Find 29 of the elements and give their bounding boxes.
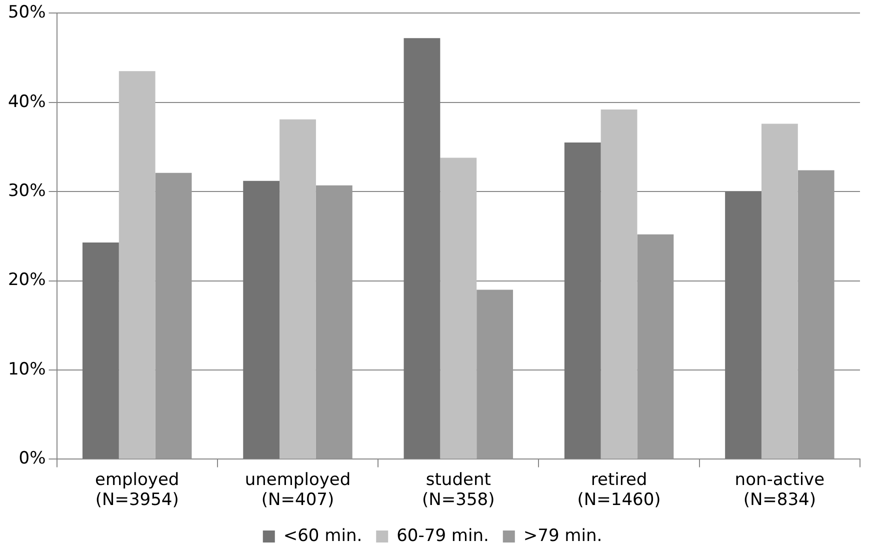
x-tick-label: employed (N=3954) xyxy=(94,470,180,510)
y-tick-label: 30% xyxy=(8,181,46,202)
bar xyxy=(637,234,674,459)
bar xyxy=(243,180,280,459)
bar xyxy=(476,290,514,459)
x-tick-label: student (N=358) xyxy=(422,470,495,510)
bar xyxy=(118,71,156,459)
bar xyxy=(564,142,601,459)
bar xyxy=(404,38,440,459)
legend-label: <60 min. xyxy=(283,526,362,546)
y-tick-label: 10% xyxy=(8,359,46,380)
bar xyxy=(798,170,834,459)
bar xyxy=(761,124,798,459)
x-tick-label: retired (N=1460) xyxy=(577,470,661,510)
bar xyxy=(155,172,192,459)
bar xyxy=(280,119,316,459)
y-tick-label: 0% xyxy=(18,448,46,469)
legend-label: >79 min. xyxy=(523,526,602,546)
x-tick-label: non-active (N=834) xyxy=(734,470,825,510)
y-tick-label: 20% xyxy=(8,270,46,290)
bar xyxy=(440,158,477,459)
legend-label: 60-79 min. xyxy=(396,526,489,546)
bar xyxy=(725,192,762,459)
x-tick-label: unemployed (N=407) xyxy=(244,470,351,510)
bar xyxy=(82,242,119,459)
y-tick-label: 40% xyxy=(8,92,46,112)
bar xyxy=(600,110,638,459)
y-tick-label: 50% xyxy=(8,2,46,23)
bar xyxy=(316,185,352,459)
